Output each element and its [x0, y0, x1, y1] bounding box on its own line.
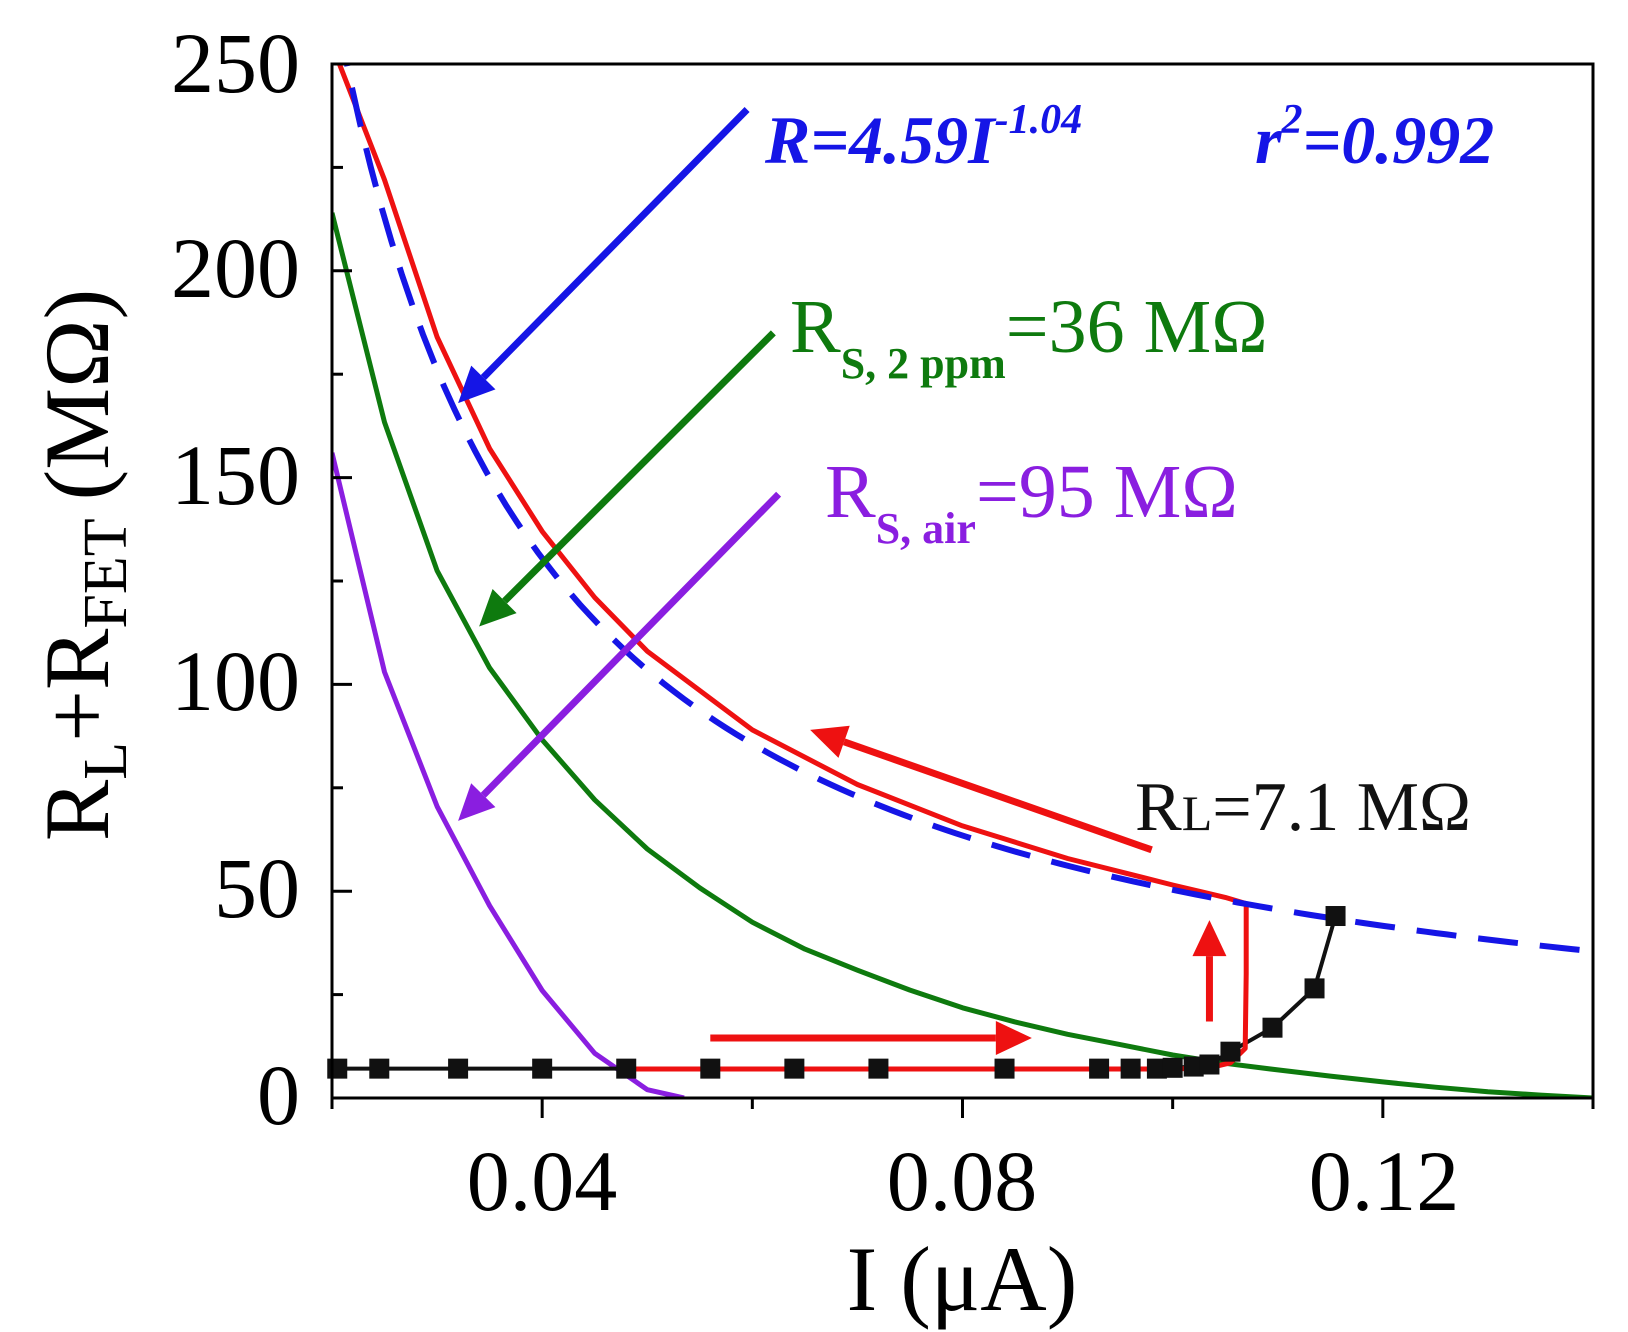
rl-marker	[1183, 1056, 1204, 1077]
rl-marker	[1199, 1054, 1220, 1075]
x-tick-label-0-08: 0.08	[887, 1133, 1038, 1229]
reverse-sweep-arrow-shaft	[842, 738, 1153, 854]
fit-equation-exponent: -1.04	[995, 97, 1083, 143]
y-axis-label-plus-r: +R	[26, 628, 128, 742]
fit-pointer-arrow	[458, 107, 750, 404]
rs-2ppm-value: =36 MΩ	[1006, 285, 1268, 369]
x-tick-label-0-12: 0.12	[1309, 1133, 1460, 1229]
rsair-pointer-arrow-shaft	[480, 491, 782, 798]
x-tick-label-0-04: 0.04	[467, 1133, 618, 1229]
fit-equation-label: R=4.59I-1.04 r2=0.992	[764, 97, 1494, 178]
rl-marker	[1262, 1017, 1283, 1038]
fit-curve	[343, 64, 1593, 955]
rs-air-main: R	[825, 450, 876, 534]
fit-pointer-arrow-shaft	[480, 107, 750, 380]
fit-r-exponent: 2	[1280, 97, 1302, 143]
fit-r-label: r	[1255, 102, 1282, 178]
y-axis-label-unit: (MΩ)	[26, 289, 128, 500]
jump-up-arrow	[1192, 920, 1227, 1022]
jump-up-arrow-head	[1192, 920, 1227, 957]
rs-air-curve	[332, 452, 685, 1098]
rl-label: RL=7.1 MΩ	[1135, 769, 1471, 846]
rs-air-label: RS, air=95 MΩ	[825, 450, 1238, 553]
rs-air-value: =95 MΩ	[976, 450, 1238, 534]
y-tick-label-50: 50	[214, 840, 300, 936]
rl-marker	[1325, 906, 1346, 927]
rl-marker	[369, 1058, 390, 1079]
marker-layer	[327, 906, 1346, 1079]
rl-marker	[1146, 1058, 1167, 1079]
rs-2ppm-main: R	[790, 285, 841, 369]
tick-layer	[330, 62, 1595, 1118]
y-axis-label-sub-fet: FET	[72, 518, 140, 628]
rl-marker	[532, 1058, 553, 1079]
fit-r-value: =0.992	[1302, 102, 1494, 178]
rsair-pointer-arrow-head	[458, 783, 496, 821]
arrow-layer	[458, 107, 1227, 1056]
rs-2ppm-sub: S, 2 ppm	[841, 339, 1006, 388]
rl-marker	[700, 1058, 721, 1079]
rl-marker	[1162, 1057, 1183, 1078]
rl-value: =7.1 MΩ	[1212, 769, 1471, 846]
rl-marker	[327, 1058, 348, 1079]
hysteresis-curve	[337, 64, 1249, 1072]
fit-pointer-arrow-head	[458, 365, 496, 404]
x-axis-label: I (μA)	[847, 1228, 1078, 1330]
rs-air-sub: S, air	[876, 504, 976, 553]
rl-marker	[616, 1058, 637, 1079]
rl-line	[337, 915, 1338, 1071]
rl-main: R	[1135, 769, 1182, 846]
forward-sweep-arrow	[710, 1021, 1032, 1056]
y-tick-label-0: 0	[257, 1047, 300, 1143]
rl-marker	[1120, 1058, 1141, 1079]
rs2-pointer-arrow	[479, 330, 776, 627]
fit-equation-main: R=4.59I	[764, 102, 997, 178]
y-tick-label-100: 100	[171, 633, 300, 729]
rsair-pointer-arrow	[458, 491, 782, 821]
rl-marker	[784, 1058, 805, 1079]
y-tick-label-200: 200	[171, 220, 300, 316]
reverse-sweep-arrow	[810, 725, 1153, 854]
rl-marker	[1304, 978, 1325, 999]
rl-marker	[1089, 1058, 1110, 1079]
y-axis-label-sub-l: L	[72, 742, 140, 780]
rl-sub: L	[1182, 785, 1213, 841]
rl-marker	[994, 1058, 1015, 1079]
rl-marker	[1220, 1041, 1241, 1062]
rs2-pointer-arrow-head	[479, 589, 517, 627]
y-tick-label-150: 150	[171, 427, 300, 523]
rs2-pointer-arrow-shaft	[502, 330, 776, 604]
y-axis-label-r: R	[26, 779, 128, 841]
rs-2ppm-label: RS, 2 ppm=36 MΩ	[790, 285, 1268, 388]
rl-marker	[448, 1058, 469, 1079]
series-layer	[332, 64, 1593, 1098]
forward-sweep-arrow-head	[995, 1021, 1032, 1056]
rl-marker	[868, 1058, 889, 1079]
y-tick-label-250: 250	[171, 15, 300, 111]
reverse-sweep-arrow-head	[810, 725, 850, 758]
y-axis-label: RL+RFET (MΩ)	[26, 289, 140, 841]
